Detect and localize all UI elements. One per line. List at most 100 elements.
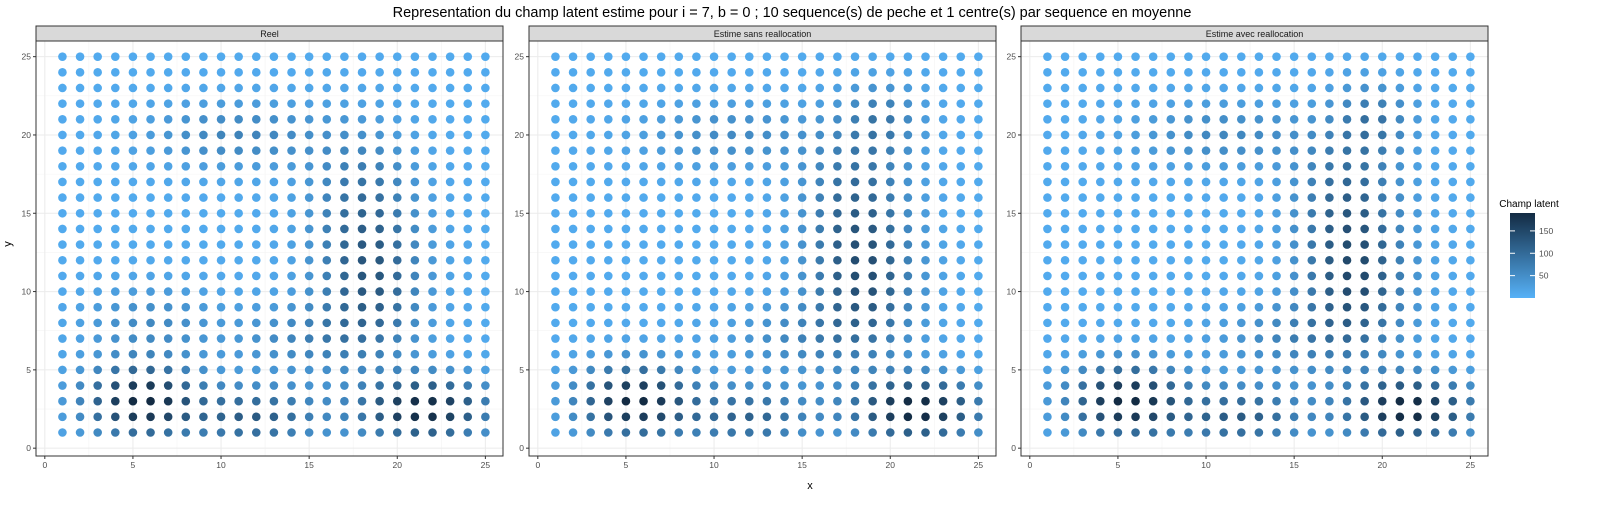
data-point	[692, 240, 701, 249]
data-point	[1131, 381, 1140, 390]
data-point	[921, 349, 930, 359]
data-point	[709, 365, 719, 375]
data-point	[128, 52, 138, 61]
data-point	[744, 193, 754, 202]
data-point	[1131, 115, 1140, 124]
data-point	[744, 428, 754, 437]
data-point	[93, 99, 102, 108]
data-point	[1325, 412, 1334, 422]
data-point	[322, 68, 332, 77]
data-point	[428, 349, 437, 359]
data-point	[956, 208, 966, 218]
data-point	[111, 193, 120, 202]
data-point	[903, 318, 913, 328]
data-point	[410, 412, 420, 422]
data-point	[1395, 365, 1405, 375]
data-point	[58, 68, 67, 77]
data-point	[586, 349, 595, 359]
data-point	[1236, 224, 1246, 234]
data-point	[1219, 255, 1228, 265]
data-point	[357, 381, 367, 390]
data-point	[762, 146, 772, 155]
data-point	[868, 287, 877, 296]
data-point	[322, 412, 332, 422]
data-point	[833, 271, 842, 281]
data-point	[445, 146, 455, 155]
data-point	[375, 428, 384, 437]
data-point	[674, 99, 684, 108]
data-point	[762, 193, 772, 202]
data-point	[199, 224, 208, 234]
data-point	[216, 130, 226, 140]
data-point	[392, 161, 402, 171]
data-point	[304, 349, 314, 359]
data-point	[921, 146, 930, 155]
data-point	[392, 349, 402, 359]
data-point	[744, 365, 754, 375]
data-point	[850, 146, 860, 155]
data-point	[445, 193, 455, 202]
data-point	[1060, 146, 1070, 155]
y-tick-label: 25	[1007, 52, 1017, 62]
data-point	[850, 255, 860, 265]
data-point	[58, 255, 67, 265]
data-point	[797, 99, 807, 108]
data-point	[1448, 381, 1458, 390]
data-point	[251, 255, 261, 265]
facet-strip-label: Estime avec reallocation	[1206, 29, 1304, 39]
data-point	[1148, 318, 1158, 328]
data-point	[1043, 365, 1052, 375]
data-point	[1272, 412, 1281, 422]
data-point	[921, 193, 930, 202]
data-point	[75, 130, 85, 140]
data-point	[604, 99, 613, 108]
data-point	[410, 240, 420, 249]
data-point	[392, 68, 402, 77]
data-point	[1272, 224, 1281, 234]
data-point	[727, 302, 736, 312]
data-point	[375, 115, 384, 124]
data-point	[692, 396, 701, 406]
data-point	[357, 83, 367, 93]
data-point	[1078, 302, 1087, 312]
data-point	[974, 99, 983, 108]
data-point	[639, 396, 648, 406]
data-point	[815, 318, 825, 328]
data-point	[1078, 99, 1087, 108]
data-point	[815, 381, 825, 390]
data-point	[780, 99, 789, 108]
data-point	[445, 255, 455, 265]
data-point	[375, 161, 384, 171]
data-point	[868, 146, 877, 155]
data-point	[921, 365, 930, 375]
data-point	[674, 302, 684, 312]
data-point	[1466, 271, 1475, 281]
data-point	[709, 177, 719, 187]
data-point	[181, 52, 191, 61]
data-point	[463, 83, 473, 93]
data-point	[709, 255, 719, 265]
data-point	[621, 208, 631, 218]
data-point	[1201, 287, 1211, 296]
data-point	[1184, 208, 1193, 218]
data-point	[762, 68, 772, 77]
data-point	[251, 177, 261, 187]
data-point	[780, 83, 789, 93]
data-point	[445, 115, 455, 124]
data-point	[621, 193, 631, 202]
data-point	[551, 146, 560, 155]
data-point	[251, 349, 261, 359]
data-point	[234, 177, 243, 187]
data-point	[1043, 287, 1052, 296]
data-point	[692, 146, 701, 155]
data-point	[1254, 146, 1264, 155]
data-point	[1430, 115, 1440, 124]
data-point	[1413, 240, 1422, 249]
data-point	[621, 146, 631, 155]
data-point	[1448, 365, 1458, 375]
data-point	[58, 208, 67, 218]
data-point	[1060, 412, 1070, 422]
data-point	[269, 365, 279, 375]
data-point	[709, 146, 719, 155]
data-point	[146, 428, 155, 437]
